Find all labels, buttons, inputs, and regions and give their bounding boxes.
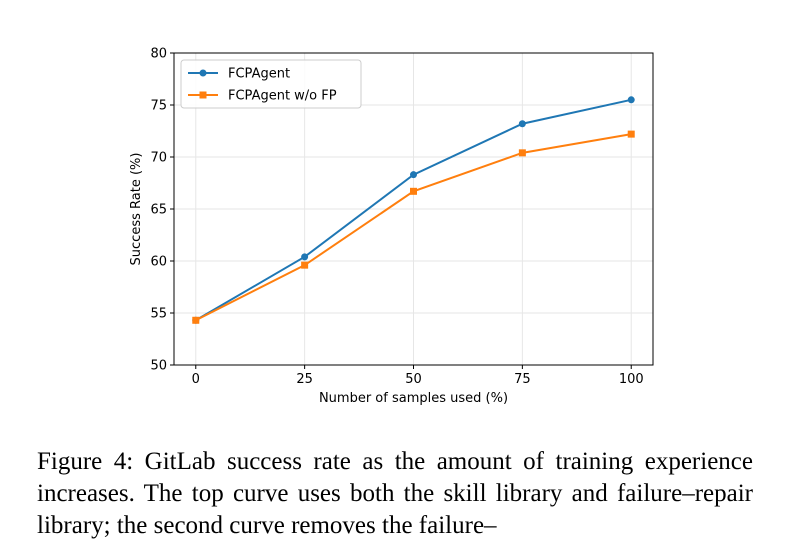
series-point	[518, 149, 526, 157]
x-tick-label: 50	[405, 372, 422, 387]
y-axis-label: Success Rate (%)	[129, 153, 144, 266]
x-tick-label: 75	[514, 372, 531, 387]
series-point	[301, 261, 309, 269]
series-point	[192, 316, 200, 324]
series-point	[410, 187, 417, 195]
legend-marker	[199, 91, 207, 99]
y-tick-label: 60	[150, 255, 167, 270]
series-point	[518, 120, 526, 128]
x-axis-label: Number of samples used (%)	[319, 391, 508, 406]
axis-ticks: 0 25 50 75 100 50 55 60 65 70 75 80	[150, 47, 643, 388]
legend-box	[180, 59, 362, 109]
y-tick-label: 80	[150, 47, 167, 62]
y-tick-label: 50	[150, 359, 167, 374]
series-point	[410, 171, 417, 179]
y-tick-label: 55	[150, 307, 167, 322]
series-point	[627, 96, 635, 104]
legend: FCPAgent FCPAgent w/o FP	[180, 59, 362, 109]
x-tick-label: 100	[619, 372, 644, 387]
legend-marker	[199, 69, 207, 77]
series-layer	[192, 96, 635, 324]
y-tick-label: 65	[150, 203, 167, 218]
x-tick-label: 25	[296, 372, 313, 387]
legend-label: FCPAgent	[228, 67, 290, 82]
legend-label: FCPAgent w/o FP	[228, 89, 337, 104]
series-point	[301, 253, 309, 261]
y-tick-label: 70	[150, 151, 167, 166]
x-tick-label: 0	[192, 372, 200, 387]
line-chart: 0 25 50 75 100 50 55 60 65 70 75 80 Number of sampl…	[129, 47, 654, 406]
y-tick-label: 75	[150, 99, 167, 114]
figure-caption: Figure 4: GitLab success rate as the amo…	[37, 448, 753, 539]
series-point	[627, 130, 635, 138]
